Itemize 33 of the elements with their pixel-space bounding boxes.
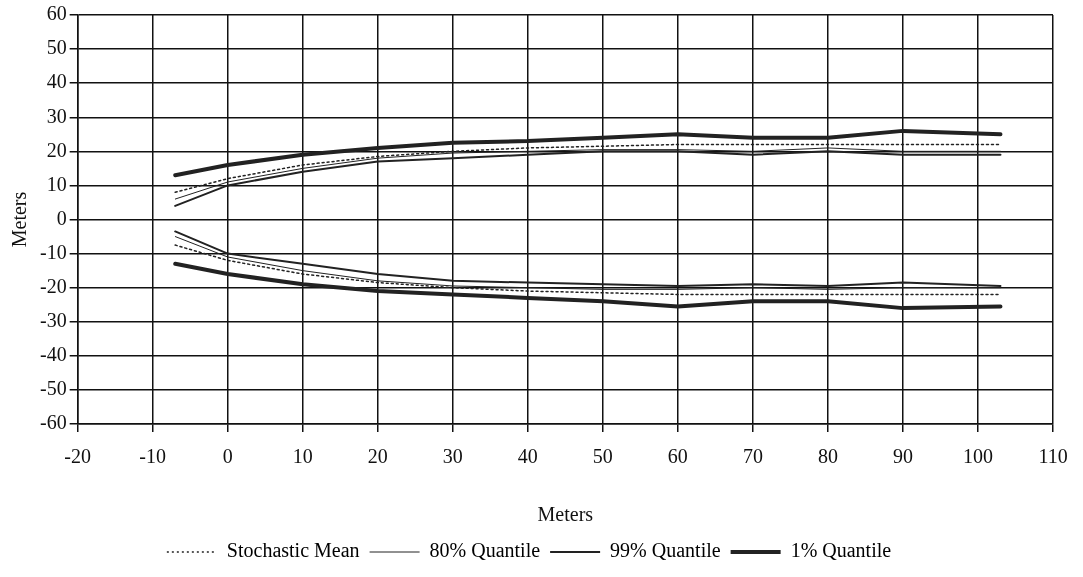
y-tick-label: 30 [46,104,67,127]
legend-label: 1% Quantile [790,539,892,562]
y-tick-label: 20 [46,138,67,161]
legend-label: 80% Quantile [429,539,541,562]
x-tick-label: 90 [892,445,913,468]
x-tick-label: 60 [667,445,688,468]
y-tick-label: 10 [46,172,67,195]
y-axis-title: Meters [8,191,31,248]
x-tick-label: 100 [962,445,993,468]
x-tick-label: 110 [1038,445,1068,468]
y-tick-label: -40 [39,343,67,366]
y-tick-label: -10 [39,240,67,263]
x-tick-label: 40 [517,445,538,468]
y-tick-label: 0 [56,206,67,229]
legend-label: Stochastic Mean [226,539,360,562]
x-tick-label: 50 [592,445,613,468]
x-tick-label: -20 [64,445,91,468]
x-tick-label: 80 [817,445,838,468]
y-tick-label: 40 [46,70,67,93]
y-tick-label: 50 [46,36,67,59]
x-tick-label: 10 [292,445,313,468]
x-axis-title: Meters [537,503,594,526]
x-tick-label: 30 [442,445,463,468]
y-tick-label: -20 [39,274,67,297]
y-tick-label: -50 [39,377,67,400]
x-tick-label: 0 [222,445,233,468]
x-tick-label: -10 [139,445,167,468]
y-tick-label: -30 [39,309,67,331]
x-tick-label: 70 [742,445,763,468]
legend-label: 99% Quantile [610,539,721,562]
y-tick-label: -60 [39,411,67,434]
y-tick-label: 60 [46,2,67,25]
x-tick-label: 20 [367,445,388,468]
